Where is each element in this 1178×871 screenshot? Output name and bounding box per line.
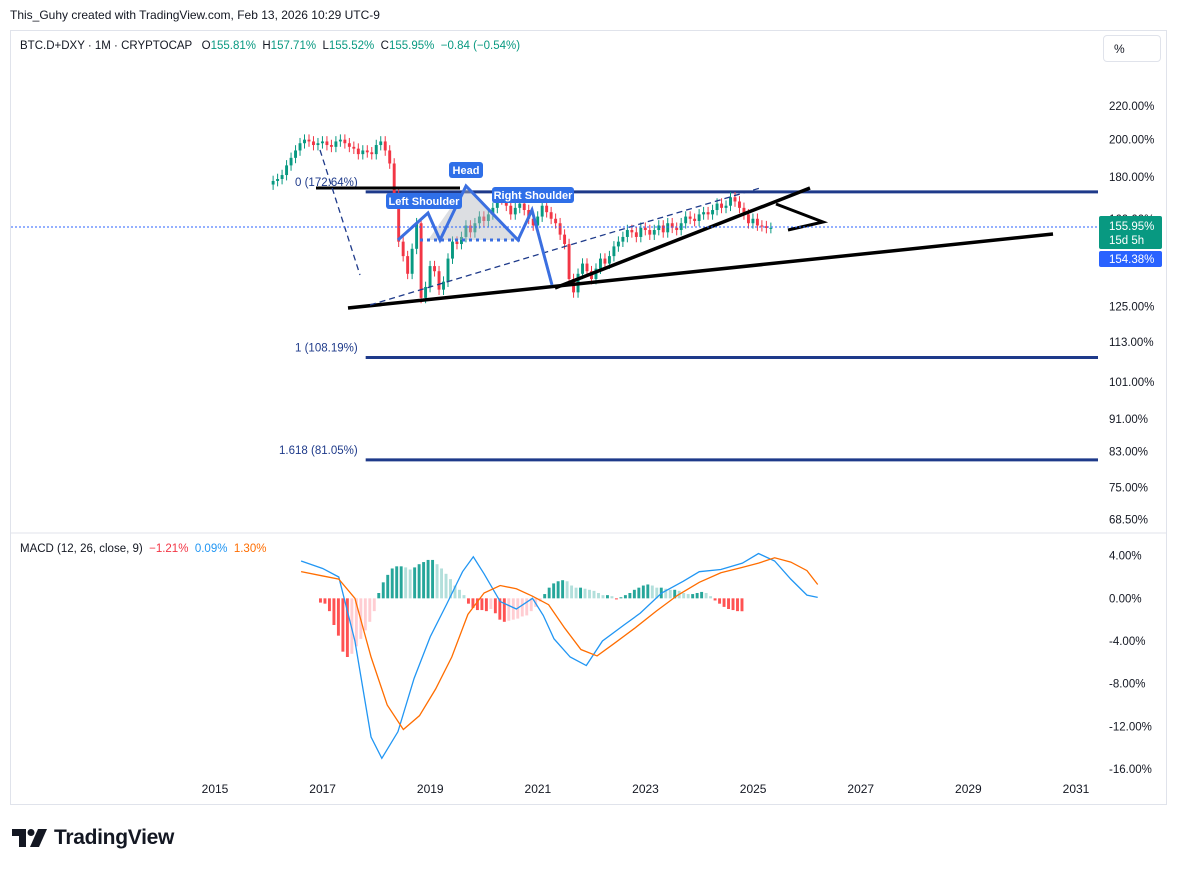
macd-name[interactable]: MACD (12, 26, close, 9) — [20, 543, 143, 555]
tradingview-logo[interactable]: TradingView — [12, 826, 174, 850]
symbol-legend: BTC.D+DXY · 1M · CRYPTOCAP O155.81% H157… — [20, 40, 520, 52]
tradingview-brand: TradingView — [54, 826, 175, 849]
chart-frame — [10, 30, 1167, 805]
macd-signal-value: 1.30% — [233, 543, 267, 555]
macd-value: 0.09% — [194, 543, 228, 555]
open-value: 155.81% — [210, 40, 256, 52]
close-value: 155.95% — [388, 40, 435, 52]
low-label: L — [322, 40, 329, 52]
close-label: C — [380, 40, 389, 52]
high-value: 157.71% — [270, 40, 317, 52]
macd-hist-value: −1.21% — [149, 543, 189, 555]
chart-credit: This_Guhy created with TradingView.com, … — [10, 8, 380, 22]
macd-legend: MACD (12, 26, close, 9) −1.21% 0.09% 1.3… — [20, 543, 266, 555]
tradingview-logo-icon — [12, 829, 47, 847]
percent-scale-button[interactable]: % — [1103, 35, 1161, 62]
symbol-name[interactable]: BTC.D+DXY · 1M · CRYPTOCAP — [20, 40, 193, 52]
change-value: −0.84 (−0.54%) — [440, 40, 521, 52]
high-label: H — [262, 40, 271, 52]
open-label: O — [201, 40, 211, 52]
low-value: 155.52% — [328, 40, 375, 52]
